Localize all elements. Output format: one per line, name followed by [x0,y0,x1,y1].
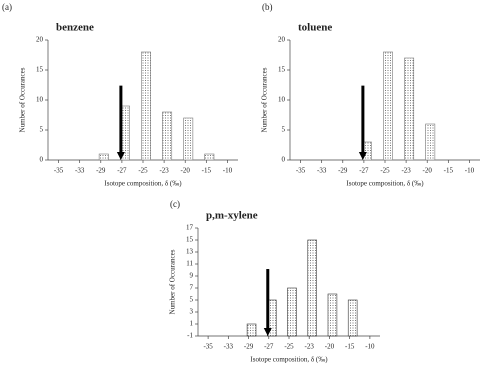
x-tick-label: -23 [305,343,315,351]
panel-label: (a) [2,2,12,12]
x-tick-label: -15 [202,167,212,175]
x-tick-label: -25 [380,167,390,175]
x-tick-label: -33 [224,343,234,351]
y-tick-label: 7 [190,284,194,292]
x-tick-label: -15 [345,343,355,351]
y-tick-label: 10 [278,96,286,104]
y-tick-label: -1 [187,332,193,340]
panel-label: (b) [262,2,273,12]
bar [141,51,151,161]
x-tick-label: -15 [444,167,454,175]
arrow-head [358,152,367,160]
bar [383,51,393,161]
x-axis-title: Isotope composition, δ (‰) [250,356,328,364]
y-axis-title: Number of Occurances [169,249,177,314]
y-tick-label: 9 [190,272,194,280]
y-tick-label: 1 [190,320,194,328]
y-tick-label: 5 [282,126,286,134]
y-tick-label: 10 [36,96,44,104]
x-tick-label: -27 [117,167,127,175]
x-axis-title: Isotope composition, δ (‰) [104,180,182,188]
x-tick-label: -27 [359,167,369,175]
bar [287,287,297,337]
y-tick-label: 20 [278,36,286,44]
x-tick-label: -20 [423,167,433,175]
x-tick-label: -10 [223,167,233,175]
x-tick-label: -25 [284,343,294,351]
y-tick-label: 5 [190,296,194,304]
bar [404,57,415,161]
bar [204,153,215,161]
bar [425,123,436,161]
y-tick-label: 20 [36,36,44,44]
y-axis-title: Number of Occurances [261,67,269,132]
x-tick-label: -29 [96,167,106,175]
x-tick-label: -29 [338,167,348,175]
x-tick-label: -25 [138,167,148,175]
x-tick-label: -33 [75,167,85,175]
y-tick-label: 0 [40,156,44,164]
chart-title: p,m-xylene [206,210,258,222]
x-axis-title: Isotope composition, δ (‰) [346,180,424,188]
chart-title: toluene [298,22,332,34]
x-tick-label: -20 [181,167,191,175]
y-axis-title: Number of Occurances [19,67,27,132]
y-tick-label: 11 [186,260,193,268]
x-tick-label: -29 [244,343,254,351]
bar [307,239,317,337]
bar [347,299,358,337]
bar [327,293,338,337]
x-tick-label: -23 [401,167,411,175]
y-tick-label: 0 [282,156,286,164]
y-tick-label: 17 [186,224,194,232]
y-tick-label: 15 [36,66,44,74]
bar [162,111,173,161]
bar [246,323,257,337]
x-tick-label: -35 [54,167,64,175]
x-tick-label: -10 [365,343,375,351]
arrow-head [263,328,272,336]
x-tick-label: -23 [159,167,169,175]
bar [98,153,109,161]
x-tick-label: -27 [264,343,274,351]
chart-title: benzene [56,22,94,34]
y-tick-label: 15 [278,66,286,74]
x-tick-label: -10 [465,167,475,175]
y-tick-label: 3 [190,308,194,316]
bar [183,117,194,161]
panel-label: (c) [170,199,180,209]
y-tick-label: 5 [40,126,44,134]
y-tick-label: 15 [186,236,194,244]
x-tick-label: -33 [317,167,327,175]
x-tick-label: -20 [325,343,335,351]
x-tick-label: -35 [296,167,306,175]
x-tick-label: -35 [203,343,213,351]
y-tick-label: 13 [186,248,194,256]
arrow-head [116,152,125,160]
